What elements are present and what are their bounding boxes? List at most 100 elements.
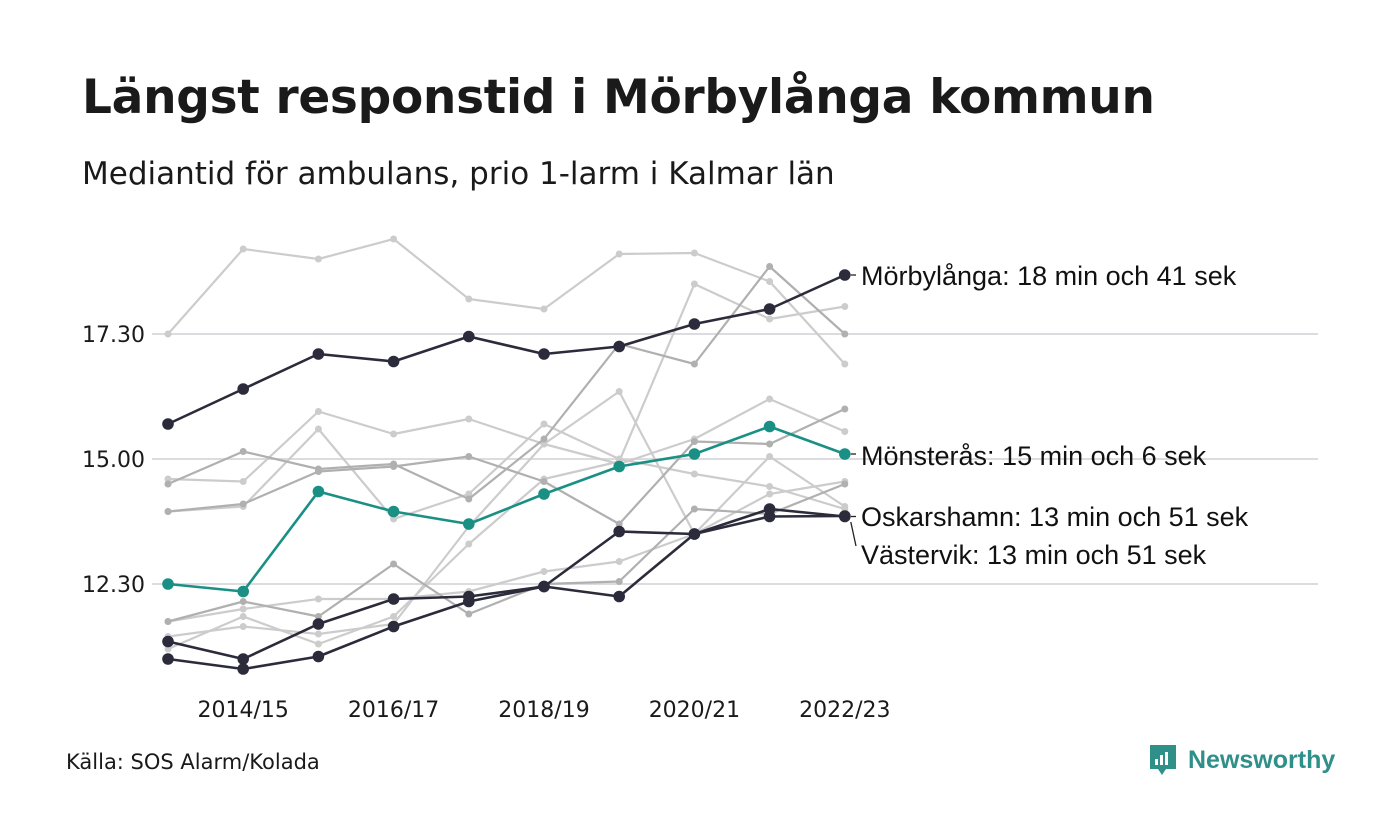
data-point-background	[766, 453, 774, 460]
data-point-background	[690, 249, 698, 257]
data-point-background	[540, 568, 548, 575]
data-point-background	[690, 438, 698, 445]
data-point-västervik	[839, 510, 851, 522]
data-point-oskarshamn	[387, 593, 400, 605]
data-point-mönsterås	[387, 505, 400, 518]
data-point-mönsterås	[237, 585, 249, 598]
data-point-background	[465, 295, 473, 303]
data-point-background	[164, 618, 172, 625]
data-point-mörbylånga	[162, 418, 174, 430]
data-point-mönsterås	[162, 578, 174, 590]
data-point-mörbylånga	[463, 330, 475, 343]
data-point-mönsterås	[613, 460, 625, 473]
data-point-background	[841, 303, 849, 310]
y-tick-label: 17.30	[82, 323, 145, 348]
brand-logo[interactable]: Newsworthy	[1148, 743, 1335, 777]
series-group	[162, 235, 851, 675]
data-point-background	[465, 490, 473, 498]
data-point-background	[766, 395, 774, 403]
data-point-background	[841, 405, 849, 413]
source-note: Källa: SOS Alarm/Kolada	[66, 750, 320, 774]
data-point-mörbylånga	[237, 383, 249, 395]
data-point-oskarshamn	[162, 635, 174, 648]
data-point-background	[540, 478, 548, 485]
data-point-västervik	[538, 580, 550, 593]
chart-title: Längst responstid i Mörbylånga kommun	[82, 70, 1155, 125]
series-label-oskarshamn: Oskarshamn: 13 min och 51 sek	[861, 502, 1249, 532]
data-point-background	[690, 505, 698, 513]
x-tick-label: 2018/19	[498, 698, 589, 723]
data-point-mörbylånga	[538, 348, 550, 360]
data-point-mönsterås	[839, 448, 851, 460]
data-point-background	[690, 470, 698, 478]
data-point-background	[239, 623, 247, 630]
data-point-oskarshamn	[237, 653, 249, 665]
data-point-mörbylånga	[312, 348, 325, 360]
data-point-background	[766, 440, 774, 448]
label-connector-västervik	[850, 521, 857, 547]
data-point-background	[164, 645, 172, 653]
data-point-background	[465, 453, 473, 460]
series-labels: Mörbylånga: 18 min och 41 sek Mönsterås: …	[850, 261, 1249, 570]
data-point-västervik	[613, 525, 625, 538]
brand-name: Newsworthy	[1188, 745, 1336, 774]
data-point-background	[390, 515, 398, 523]
data-point-västervik	[463, 595, 475, 608]
series-line-background	[167, 422, 846, 521]
data-point-mönsterås	[538, 488, 550, 500]
data-point-background	[164, 330, 172, 338]
data-point-background	[390, 463, 398, 470]
data-point-background	[465, 415, 473, 423]
data-point-background	[239, 605, 247, 613]
series-label-västervik: Västervik: 13 min och 51 sek	[861, 540, 1207, 570]
data-point-background	[390, 560, 398, 568]
data-point-mönsterås	[463, 518, 475, 530]
data-point-background	[465, 495, 473, 503]
data-point-background	[314, 630, 322, 638]
x-axis-ticks: 2014/15 2016/17 2018/19 2020/21 2022/23	[197, 698, 890, 723]
data-point-background	[239, 613, 247, 620]
data-point-background	[540, 305, 548, 313]
data-point-background	[314, 425, 322, 433]
data-point-background	[314, 640, 322, 648]
data-point-västervik	[763, 510, 776, 523]
data-point-background	[239, 245, 247, 253]
data-point-background	[841, 480, 849, 488]
data-point-background	[164, 508, 172, 515]
series-line-background	[167, 237, 846, 365]
data-point-background	[841, 428, 849, 435]
data-point-background	[164, 475, 172, 483]
data-point-background	[841, 503, 849, 510]
data-point-background	[239, 478, 247, 485]
data-point-västervik	[387, 620, 400, 633]
data-point-mörbylånga	[688, 318, 701, 330]
data-point-västervik	[312, 650, 325, 663]
x-tick-label: 2020/21	[649, 698, 740, 723]
series-line-background	[167, 482, 846, 623]
data-point-background	[465, 610, 473, 618]
data-point-background	[690, 360, 698, 368]
data-point-background	[615, 388, 623, 395]
data-point-background	[690, 280, 698, 288]
data-point-background	[239, 500, 247, 508]
data-point-västervik	[688, 528, 701, 540]
data-point-mönsterås	[763, 420, 776, 433]
data-point-oskarshamn	[312, 618, 325, 630]
series-line-background	[167, 408, 846, 526]
series-line-oskarshamn	[167, 507, 845, 661]
data-point-background	[766, 278, 774, 285]
series-label-mönsterås: Mönsterås: 15 min och 6 sek	[861, 441, 1207, 471]
chart-subtitle: Mediantid för ambulans, prio 1-larm i Ka…	[82, 156, 835, 192]
data-point-background	[314, 408, 322, 415]
data-point-västervik	[237, 663, 249, 675]
data-point-background	[841, 360, 849, 368]
data-point-mörbylånga	[839, 269, 851, 281]
series-line-mörbylånga	[167, 273, 846, 426]
data-point-background	[314, 595, 322, 603]
data-point-background	[390, 430, 398, 438]
x-tick-label: 2014/15	[197, 698, 288, 723]
newsworthy-logo-icon	[1150, 745, 1176, 775]
gridlines	[152, 333, 1318, 585]
data-point-background	[390, 235, 398, 243]
